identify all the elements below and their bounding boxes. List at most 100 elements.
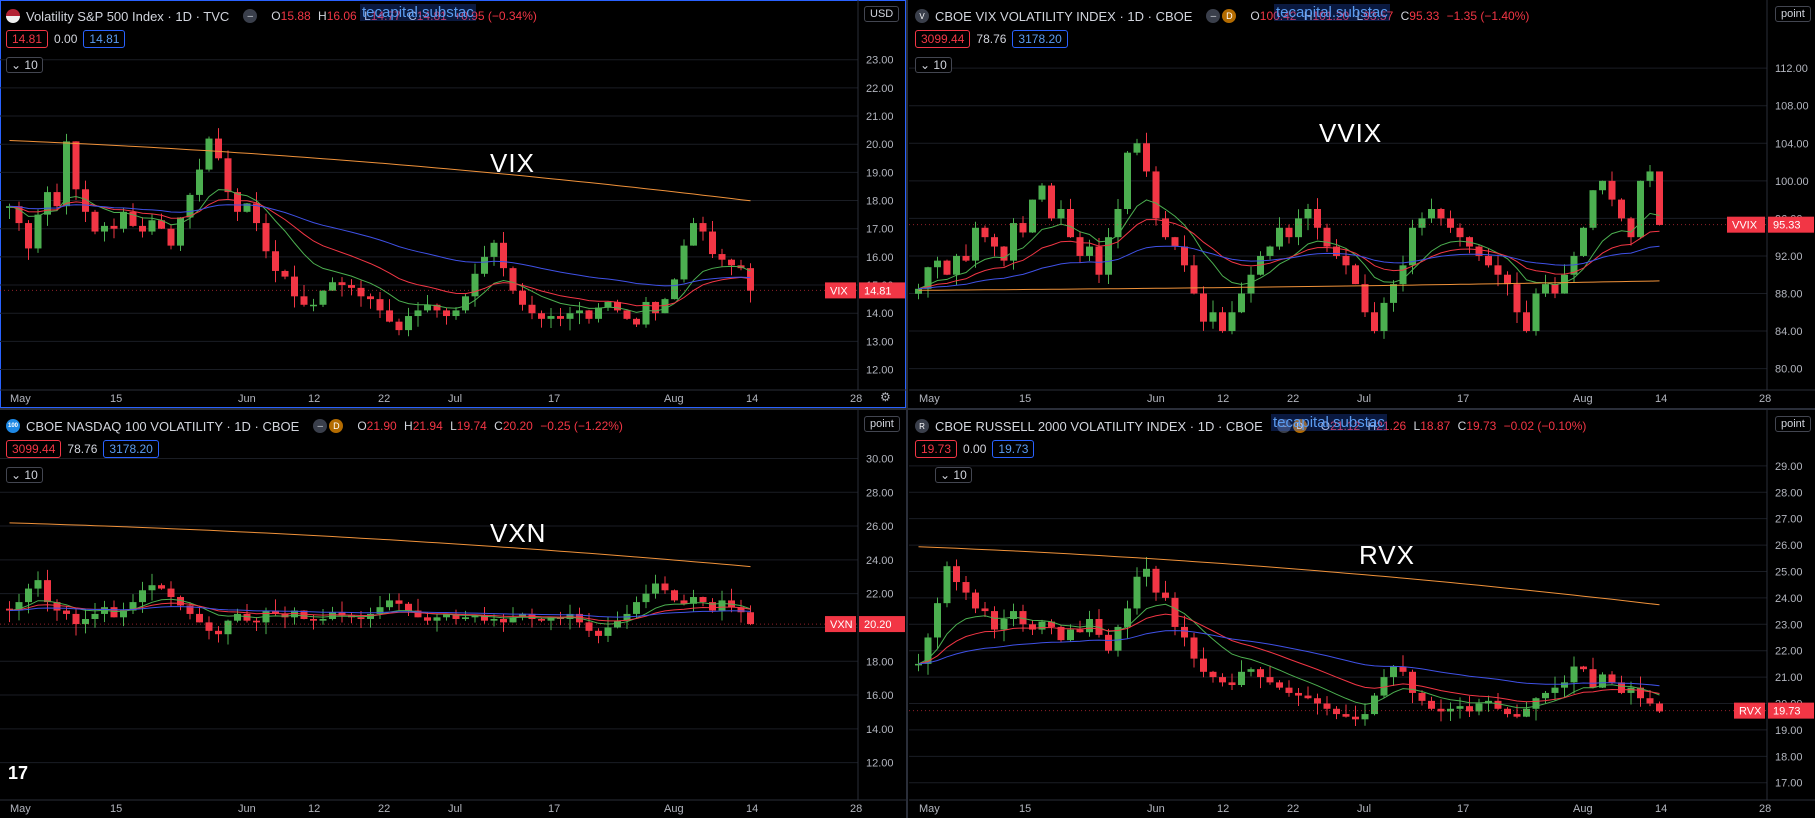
symbol-title[interactable]: CBOE RUSSELL 2000 VOLATILITY INDEX · 1D …	[935, 418, 1263, 434]
candle-body	[471, 273, 479, 297]
candle-body	[1475, 246, 1483, 256]
buy-price[interactable]: 3178.20	[1012, 30, 1068, 48]
indicator-collapse[interactable]: ⌄ 10	[935, 467, 972, 483]
candle-body	[699, 223, 707, 232]
candle-body	[1162, 218, 1169, 238]
settings-icon[interactable]: ⚙	[880, 390, 891, 404]
y-tick-label: 104.00	[1775, 138, 1809, 150]
delayed-data-icon: D	[1292, 419, 1307, 433]
candle-body	[91, 613, 99, 619]
ema-50-line	[9, 204, 751, 287]
candle-body	[129, 602, 137, 611]
candle-body	[1333, 708, 1340, 715]
y-tick-label: 22.00	[866, 589, 894, 601]
buy-price[interactable]: 14.81	[83, 30, 126, 48]
sell-price[interactable]: 14.81	[6, 30, 49, 48]
dash-icon: –	[1276, 419, 1291, 433]
candle-body	[1228, 312, 1236, 332]
currency-button[interactable]: USD	[864, 6, 900, 22]
y-tick-label: 23.00	[866, 55, 894, 67]
candle-body	[991, 237, 998, 247]
candle-body	[1570, 666, 1578, 683]
symbol-header[interactable]: 100 CBOE NASDAQ 100 VOLATILITY · 1D · CB…	[6, 416, 627, 436]
candle-body	[1447, 218, 1454, 228]
symbol-header[interactable]: Volatility S&P 500 Index · 1D · TVC – O1…	[6, 6, 541, 26]
chart-panel-vxn[interactable]: 30.0028.0026.0024.0022.0020.0018.0016.00…	[0, 410, 906, 818]
x-tick-label: Jun	[238, 393, 256, 405]
symbol-title[interactable]: Volatility S&P 500 Index · 1D · TVC	[26, 8, 230, 24]
candle-body	[167, 228, 175, 246]
chart-panel-vvix[interactable]: 112.00108.00104.00100.0096.0092.0088.008…	[909, 0, 1815, 408]
chart-canvas-vxn[interactable]: 30.0028.0026.0024.0022.0020.0018.0016.00…	[0, 410, 906, 818]
visibility-pill[interactable]: –	[243, 9, 258, 23]
candle-body	[310, 619, 317, 621]
candle-body	[633, 602, 640, 614]
chart-canvas-vix[interactable]: 23.00 22.00 21.00 20.00 19.00 18.00 17.00 16.00…	[0, 0, 906, 408]
sell-price[interactable]: 3099.44	[915, 30, 971, 48]
indicator-collapse[interactable]: ⌄ 10	[915, 57, 952, 73]
candle-body	[585, 310, 593, 319]
tradingview-logo-icon[interactable]: 17	[8, 763, 29, 783]
visibility-pill[interactable]: – D	[1276, 419, 1307, 433]
candle-body	[1152, 171, 1160, 219]
candle-body	[1247, 274, 1255, 294]
candle-body	[1057, 626, 1065, 641]
candle-body	[915, 288, 922, 294]
chart-panel-rvx[interactable]: 29.00 28.00 27.00 26.00 25.00 24.00 23.00 22.00…	[909, 410, 1815, 818]
y-tick-label: 112.00	[1775, 63, 1808, 75]
candle-body	[943, 260, 951, 275]
candle-body	[1342, 714, 1350, 717]
candle-body	[718, 600, 726, 611]
unit-button[interactable]: point	[864, 416, 900, 432]
chevron-down-icon: ⌄	[920, 58, 934, 72]
indicator-collapse[interactable]: ⌄ 10	[6, 57, 43, 73]
candle-body	[215, 138, 222, 159]
candle-body	[1542, 284, 1549, 294]
pane-divider-horizontal[interactable]	[0, 408, 1815, 410]
y-tick-label: 13.00	[866, 336, 894, 348]
candle-body	[747, 268, 754, 291]
visibility-pill[interactable]: – D	[1206, 9, 1237, 23]
candle-body	[1133, 143, 1141, 153]
chart-canvas-rvx[interactable]: 29.00 28.00 27.00 26.00 25.00 24.00 23.00 22.00…	[909, 410, 1815, 818]
x-tick-label: Jun	[238, 803, 256, 815]
candle-body	[139, 225, 146, 232]
candle-body	[1399, 666, 1407, 672]
candle-body	[528, 304, 536, 314]
y-tick-label: 18.00	[866, 656, 894, 668]
x-tick-label: 12	[308, 803, 320, 815]
buy-price[interactable]: 19.73	[992, 440, 1035, 458]
symbol-title[interactable]: CBOE VIX VOLATILITY INDEX · 1D · CBOE	[935, 8, 1193, 24]
x-tick-label: 22	[378, 393, 390, 405]
chart-panel-vix[interactable]: 23.00 22.00 21.00 20.00 19.00 18.00 17.00 16.00…	[0, 0, 906, 408]
candle-body	[953, 255, 960, 275]
symbol-header[interactable]: V CBOE VIX VOLATILITY INDEX · 1D · CBOE …	[915, 6, 1533, 26]
candle-body	[1181, 626, 1188, 638]
spread-value: 0.00	[54, 32, 78, 46]
chevron-down-icon: ⌄	[11, 58, 25, 72]
candle-body	[338, 612, 346, 616]
chart-canvas-vvix[interactable]: 112.00108.00104.00100.0096.0092.0088.008…	[909, 0, 1815, 408]
candle-body	[357, 617, 365, 619]
candle-body	[110, 607, 118, 618]
unit-button[interactable]: point	[1775, 6, 1811, 22]
indicator-collapse[interactable]: ⌄ 10	[6, 467, 43, 483]
ohlc-values: O15.88 H16.06 L14.77 C14.81 +0.95 (−0.34…	[271, 9, 537, 23]
x-tick-label: 15	[110, 393, 122, 405]
candle-body	[661, 583, 669, 591]
sell-price[interactable]: 3099.44	[6, 440, 62, 458]
y-tick-label: 24.00	[866, 555, 894, 567]
candle-body	[462, 296, 469, 311]
candle-body	[424, 617, 431, 621]
symbol-header[interactable]: R CBOE RUSSELL 2000 VOLATILITY INDEX · 1…	[915, 416, 1590, 436]
symbol-tag-text: VIX	[830, 285, 848, 297]
buy-price[interactable]: 3178.20	[103, 440, 159, 458]
unit-button[interactable]: point	[1775, 416, 1811, 432]
candle-body	[1532, 293, 1540, 332]
candle-body	[1048, 621, 1055, 627]
symbol-title[interactable]: CBOE NASDAQ 100 VOLATILITY · 1D · CBOE	[26, 418, 300, 434]
candle-body	[500, 619, 507, 623]
visibility-pill[interactable]: – D	[313, 419, 344, 433]
y-tick-label: 88.00	[1775, 289, 1803, 301]
sell-price[interactable]: 19.73	[915, 440, 958, 458]
